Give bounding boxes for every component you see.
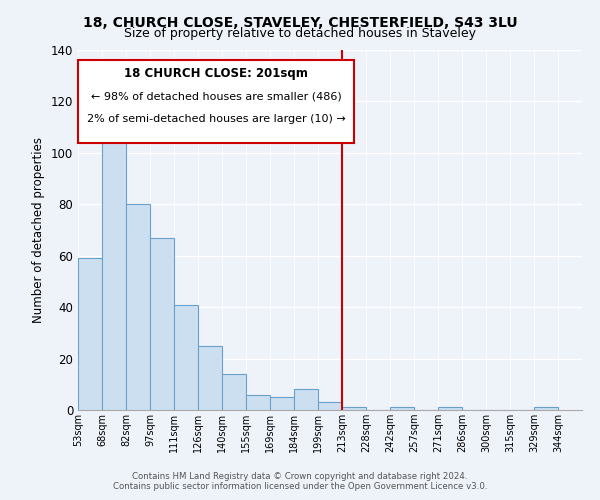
Y-axis label: Number of detached properties: Number of detached properties <box>32 137 45 323</box>
Bar <box>270 397 294 410</box>
Bar <box>438 408 462 410</box>
Bar <box>390 408 414 410</box>
Bar <box>342 408 366 410</box>
Bar <box>150 238 174 410</box>
Bar <box>102 124 126 410</box>
Bar <box>318 402 342 410</box>
Bar <box>222 374 246 410</box>
Text: Size of property relative to detached houses in Staveley: Size of property relative to detached ho… <box>124 28 476 40</box>
Bar <box>294 390 318 410</box>
Bar <box>534 408 558 410</box>
Bar <box>246 394 270 410</box>
Bar <box>126 204 150 410</box>
Text: Contains public sector information licensed under the Open Government Licence v3: Contains public sector information licen… <box>113 482 487 491</box>
FancyBboxPatch shape <box>78 60 354 142</box>
Bar <box>198 346 222 410</box>
Text: 2% of semi-detached houses are larger (10) →: 2% of semi-detached houses are larger (1… <box>86 114 346 124</box>
Text: 18 CHURCH CLOSE: 201sqm: 18 CHURCH CLOSE: 201sqm <box>124 66 308 80</box>
Bar <box>78 258 102 410</box>
Text: Contains HM Land Registry data © Crown copyright and database right 2024.: Contains HM Land Registry data © Crown c… <box>132 472 468 481</box>
Text: ← 98% of detached houses are smaller (486): ← 98% of detached houses are smaller (48… <box>91 91 341 101</box>
Bar <box>174 304 198 410</box>
Text: 18, CHURCH CLOSE, STAVELEY, CHESTERFIELD, S43 3LU: 18, CHURCH CLOSE, STAVELEY, CHESTERFIELD… <box>83 16 517 30</box>
